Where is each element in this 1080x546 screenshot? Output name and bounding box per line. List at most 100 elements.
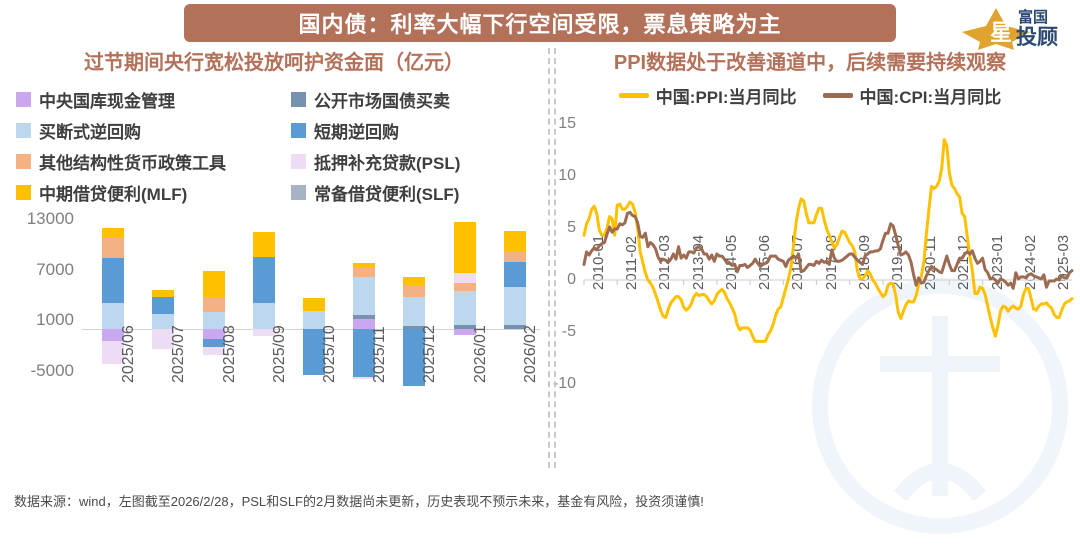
legend-label: 常备借贷便利(SLF) — [314, 185, 460, 204]
bar-segment — [102, 303, 125, 329]
legend-item: 中期借贷便利(MLF) — [16, 180, 291, 205]
bar-segment — [453, 222, 476, 274]
bar-segment — [102, 257, 125, 304]
x-axis-tick-label: 2025/11 — [371, 326, 389, 383]
legend-item: 中国:PPI:当月同比 — [618, 83, 797, 108]
bar-segment — [503, 286, 526, 326]
bar-segment — [503, 325, 526, 329]
legend-label: 短期逆回购 — [314, 123, 399, 142]
legend-swatch-icon — [16, 92, 31, 107]
left-chart-title: 过节期间央行宽松投放呵护资金面（亿元） — [84, 52, 464, 74]
legend-item: 公开市场国债买卖 — [291, 87, 556, 112]
line-series-canvas — [582, 138, 1074, 343]
legend-swatch-icon — [291, 123, 306, 138]
source-footnote: 数据来源：wind，左图截至2026/2/28，PSL和SLF的2月数据尚未更新… — [14, 494, 704, 509]
bar-segment — [252, 257, 275, 304]
line-series — [582, 138, 1074, 343]
y-axis-tick-label: -10 — [552, 375, 576, 392]
bar-segment — [303, 311, 325, 329]
legend-item: 其他结构性货币政策工具 — [16, 149, 291, 174]
bar-segment — [152, 289, 175, 297]
legend-label: 抵押补充贷款(PSL) — [314, 154, 461, 173]
bar-segment — [353, 267, 376, 278]
left-chart-panel: 过节期间央行宽松投放呵护资金面（亿元） 中央国库现金管理 公开市场国债买卖买断式逆… — [0, 46, 548, 486]
bar-segment — [202, 328, 225, 339]
slide-root: { "banner": { "title": "国内债：利率大幅下行空间受限，票… — [0, 4, 1080, 534]
right-chart-plot: -10 -5 0 5 10 15 2010-01 2011-02 2012-03 2013-04 2… — [540, 112, 1080, 412]
logo-brand-bottom: 投顾 — [1016, 25, 1058, 49]
legend-label: 中国:CPI:当月同比 — [859, 88, 1002, 107]
bar-segment — [353, 318, 376, 329]
legend-item: 常备借贷便利(SLF) — [291, 180, 556, 205]
bar-segment — [453, 273, 476, 284]
legend-swatch-icon — [16, 123, 31, 138]
legend-item: 抵押补充贷款(PSL) — [291, 149, 556, 174]
bar-segment — [303, 328, 325, 376]
bar-segment — [403, 326, 426, 329]
x-axis-tick-label: 2025/12 — [421, 325, 439, 383]
bar-segment — [252, 231, 275, 257]
legend-line-icon — [822, 93, 853, 98]
bar-segment — [102, 341, 125, 365]
x-axis-tick-label: 2026/01 — [471, 325, 489, 383]
y-axis-tick-label: 10 — [558, 167, 576, 184]
bar-segment — [252, 303, 275, 329]
left-chart-legend: 中央国库现金管理 公开市场国债买卖买断式逆回购 短期逆回购其他结构性货币政策工具 抵押… — [0, 87, 548, 205]
bar-segment — [453, 328, 476, 335]
y-axis-tick-label: 13000 — [26, 209, 74, 228]
legend-item: 买断式逆回购 — [16, 118, 291, 143]
bar-segment — [403, 328, 426, 387]
bar-segment — [152, 296, 175, 315]
logo-brand-top: 富国 — [1018, 8, 1048, 26]
left-chart-plot: -5000 1000 7000 13000 2025/06 2025/07 2025/08 2… — [0, 209, 548, 471]
legend-label: 买断式逆回购 — [39, 123, 141, 142]
bar-segment — [152, 328, 175, 350]
x-axis-tick-label: 2025/09 — [270, 325, 288, 383]
x-axis-tick-label: 2026/02 — [521, 325, 539, 383]
panel-divider-1 — [548, 48, 550, 468]
slide-title-text: 国内债：利率大幅下行空间受限，票息策略为主 — [298, 12, 782, 37]
bar-segment — [303, 298, 325, 312]
line-series — [582, 210, 1074, 290]
bar-segment — [353, 328, 376, 377]
y-axis-tick-label: -5000 — [30, 361, 74, 380]
legend-swatch-icon — [291, 154, 306, 169]
bar-segment — [353, 277, 376, 316]
y-axis-tick-label: 0 — [567, 271, 576, 288]
bar-segment — [102, 328, 125, 342]
x-axis-tick-label: 2025/07 — [170, 325, 188, 383]
legend-label: 其他结构性货币政策工具 — [39, 154, 226, 173]
bar-segment — [403, 277, 426, 285]
legend-swatch-icon — [16, 185, 31, 200]
bar-segment — [202, 346, 225, 355]
logo-star-char: 星 — [990, 20, 1012, 45]
legend-item: 中国:CPI:当月同比 — [822, 83, 1002, 108]
right-chart-legend: 中国:PPI:当月同比 中国:CPI:当月同比 — [540, 83, 1080, 108]
bar-segment — [453, 290, 476, 325]
bar-segment — [353, 315, 376, 319]
legend-line-icon — [618, 93, 649, 98]
y-axis-tick-label: 1000 — [36, 310, 74, 330]
bar-segment — [503, 251, 526, 263]
x-axis-tick-label: 2025/10 — [321, 325, 338, 383]
bar-segment — [202, 271, 225, 297]
bar-segment — [503, 230, 526, 252]
y-axis-tick-label: -5 — [561, 323, 576, 340]
bar-segment — [403, 284, 426, 297]
legend-label: 公开市场国债买卖 — [314, 92, 450, 111]
y-axis-tick-label: 15 — [558, 115, 576, 132]
bar-segment — [453, 324, 476, 329]
legend-swatch-icon — [291, 92, 306, 107]
right-chart-title: PPI数据处于改善通道中，后续需要持续观察 — [613, 52, 1007, 74]
bar-segment — [152, 314, 175, 329]
legend-swatch-icon — [16, 154, 31, 169]
slide-title-banner: 国内债：利率大幅下行空间受限，票息策略为主 — [184, 4, 896, 42]
legend-item: 中央国库现金管理 — [16, 87, 291, 112]
legend-label: 中国:PPI:当月同比 — [655, 88, 797, 107]
brand-logo: 星 富国 投顾 — [962, 8, 1058, 50]
legend-swatch-icon — [291, 185, 306, 200]
bar-segment — [453, 283, 476, 291]
bar-segment — [353, 376, 376, 380]
bar-segment — [252, 328, 275, 337]
bar-segment — [403, 296, 426, 327]
